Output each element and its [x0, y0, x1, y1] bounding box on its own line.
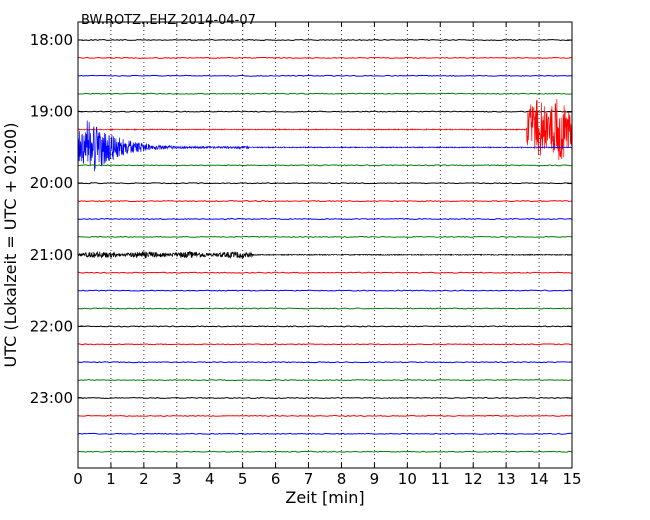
y-axis: 18:00 19:00 20:00 21:00 22:00 23:00	[30, 31, 572, 407]
y-tick-label: 20:00	[30, 174, 73, 192]
trace-line	[77, 200, 573, 203]
trace-line	[77, 164, 573, 167]
x-tick-label: 11	[431, 470, 450, 488]
x-tick-label: 4	[205, 470, 215, 488]
trace-line	[77, 182, 573, 185]
y-tick-label: 22:00	[30, 317, 73, 335]
x-tick-label: 8	[337, 470, 347, 488]
plot-frame	[77, 21, 573, 469]
chart-title: BW.ROTZ..EHZ 2014-04-07	[81, 13, 256, 28]
x-tick-label: 0	[73, 470, 83, 488]
grid-layer	[110, 22, 540, 468]
trace-line	[77, 343, 573, 346]
x-axis: 0 1 2 3 4 5 6 7 8 9 10 11 12 13 14 15	[73, 22, 582, 488]
trace-line	[77, 397, 573, 400]
y-axis-label: UTC (Lokalzeit = UTC + 02:00)	[1, 123, 20, 368]
x-tick-label: 1	[106, 470, 116, 488]
trace-line	[77, 307, 573, 310]
trace-line	[77, 414, 573, 417]
trace-line	[77, 56, 573, 59]
x-tick-label: 3	[172, 470, 182, 488]
trace-line	[77, 379, 573, 382]
x-tick-label: 5	[238, 470, 248, 488]
x-tick-label: 13	[497, 470, 516, 488]
trace-line	[77, 235, 573, 238]
x-tick-label: 15	[562, 470, 581, 488]
y-tick-label: 21:00	[30, 246, 73, 264]
trace-line	[77, 289, 573, 292]
y-tick-label: 23:00	[30, 389, 73, 407]
trace-line	[77, 450, 573, 453]
trace-line	[77, 92, 573, 95]
trace-line	[77, 271, 573, 274]
trace-line	[77, 432, 573, 435]
trace-line	[77, 98, 573, 161]
y-tick-label: 19:00	[30, 103, 73, 121]
trace-line	[77, 120, 573, 172]
x-tick-label: 6	[271, 470, 281, 488]
trace-line	[77, 361, 573, 364]
x-tick-label: 12	[464, 470, 483, 488]
trace-line	[77, 110, 573, 113]
x-tick-label: 10	[398, 470, 417, 488]
trace-line	[77, 325, 573, 328]
x-axis-label: Zeit [min]	[285, 488, 364, 507]
trace-line	[77, 74, 573, 77]
trace-line	[77, 218, 573, 221]
x-tick-label: 7	[304, 470, 314, 488]
trace-line	[77, 250, 573, 260]
x-tick-label: 14	[530, 470, 549, 488]
trace-line	[77, 39, 573, 42]
trace-layer	[77, 39, 573, 453]
x-tick-label: 2	[139, 470, 149, 488]
y-tick-label: 18:00	[30, 31, 73, 49]
x-tick-label: 9	[370, 470, 380, 488]
